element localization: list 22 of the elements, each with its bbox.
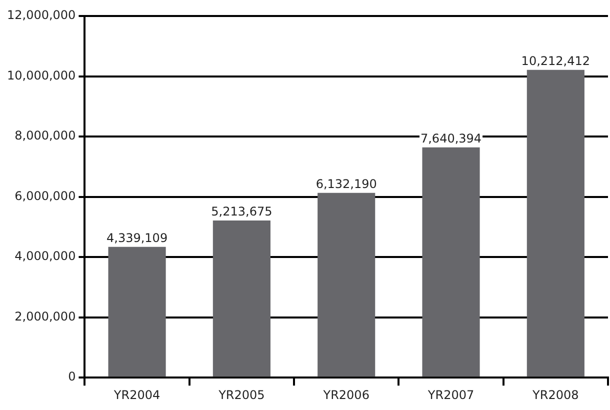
x-tick-label: YR2004 [112, 388, 160, 402]
bar [422, 147, 480, 377]
y-tick-label: 4,000,000 [14, 249, 76, 264]
y-tick-label: 6,000,000 [14, 188, 76, 203]
y-tick-label: 0 [68, 370, 76, 384]
data-label: 7,640,394 [420, 131, 482, 146]
x-tick-label: YR2007 [426, 388, 474, 402]
bar [526, 70, 584, 377]
data-label: 4,339,109 [106, 230, 168, 245]
y-tick-label: 2,000,000 [14, 309, 76, 324]
data-label: 5,213,675 [211, 204, 272, 219]
x-tick-label: YR2008 [532, 388, 579, 402]
y-tick-label: 10,000,000 [6, 68, 76, 82]
x-tick-label: YR2006 [322, 388, 370, 402]
bar [108, 246, 166, 377]
data-label: 10,212,412 [521, 54, 590, 68]
y-tick-label: 12,000,000 [6, 8, 76, 22]
y-tick-label: 8,000,000 [14, 128, 76, 143]
bar [318, 192, 376, 377]
data-label: 6,132,190 [316, 176, 377, 191]
bar [212, 220, 270, 377]
x-tick-label: YR2005 [218, 388, 265, 402]
